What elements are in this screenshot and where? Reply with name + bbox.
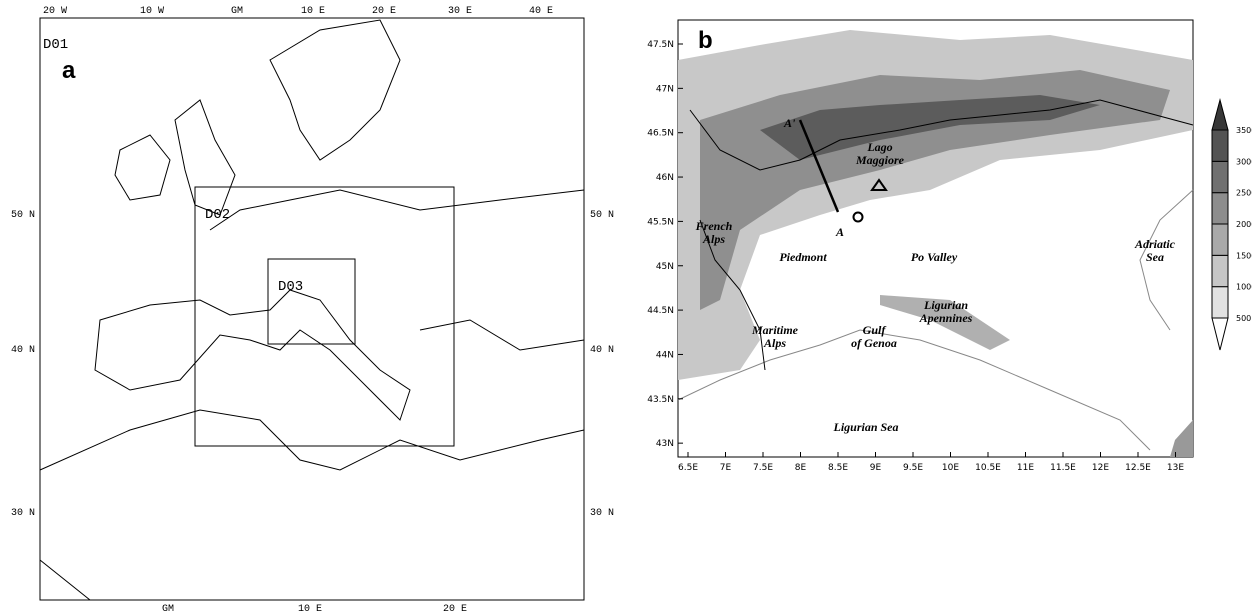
place-name: Maggiore xyxy=(855,153,905,167)
lat-label: 44N xyxy=(656,350,674,360)
lat-label: 43.5N xyxy=(647,395,674,405)
colorbar-segment xyxy=(1211,192,1229,225)
lon-label: 7E xyxy=(720,463,732,473)
colorbar-tick-label: 500 xyxy=(1236,314,1251,323)
lon-label: 9E xyxy=(870,463,882,473)
lon-label: GM xyxy=(162,604,174,615)
place-name: Adriatic xyxy=(1134,237,1176,251)
colorbar-segment xyxy=(1211,129,1229,162)
place-name: Sea xyxy=(1146,250,1164,264)
lon-label: 8.5E xyxy=(828,463,848,473)
colorbar-tick-label: 2500 xyxy=(1236,189,1252,198)
labels: 20 W 10 W GM 10 E 20 E 30 E 40 E GM 10 E 20 E 50 N… xyxy=(11,6,1184,615)
lat-label: 45N xyxy=(656,262,674,272)
domain-label: D01 xyxy=(43,37,68,53)
lon-label: 6.5E xyxy=(678,463,698,473)
lon-label: 10E xyxy=(942,463,959,473)
place-name: Alps xyxy=(763,336,786,350)
lon-label: 12E xyxy=(1092,463,1109,473)
colorbar-tick-label: 1500 xyxy=(1236,251,1252,260)
place-name: Po Valley xyxy=(911,250,958,264)
place-name: Piedmont xyxy=(779,250,827,264)
lon-label: 7.5E xyxy=(753,463,773,473)
lon-label: 8E xyxy=(795,463,807,473)
panel-a-frame xyxy=(39,17,585,601)
colorbar-segment xyxy=(1211,223,1229,256)
domain-label: D03 xyxy=(278,279,303,295)
domain-d03-box xyxy=(267,258,356,345)
colorbar-end xyxy=(1211,98,1229,131)
lat-label: 50 N xyxy=(11,210,35,221)
lon-label: 20 W xyxy=(43,6,67,17)
panel-a-coastlines xyxy=(39,19,585,601)
lon-label: 30 E xyxy=(448,6,472,17)
place-name: Gulf xyxy=(863,323,887,337)
colorbar-segment xyxy=(1211,160,1229,194)
panel-label: a xyxy=(62,57,76,84)
colorbar-tick-label: 1000 xyxy=(1236,283,1252,292)
place-name: French xyxy=(695,219,733,233)
lon-label: 20 E xyxy=(372,6,396,17)
colorbar-tick-label: 3000 xyxy=(1236,157,1252,166)
lat-label: 50 N xyxy=(590,210,614,221)
lat-label: 46N xyxy=(656,173,674,183)
lon-label: 20 E xyxy=(443,604,467,615)
place-name: Apennines xyxy=(919,311,973,325)
lat-label: 47N xyxy=(656,84,674,94)
colorbar-end xyxy=(1211,317,1229,351)
section-end: A xyxy=(835,225,844,239)
lat-label: 46.5N xyxy=(647,129,674,139)
lat-label: 40 N xyxy=(11,345,35,356)
lat-label: 30 N xyxy=(590,508,614,519)
lon-label: 40 E xyxy=(529,6,553,17)
panel-b-coastlines xyxy=(677,189,1194,451)
border xyxy=(689,99,1194,171)
section-end: A' xyxy=(783,116,796,130)
lon-label: 10.5E xyxy=(975,463,1001,473)
site-triangle xyxy=(870,178,888,191)
colorbar-tick-label: 3500 xyxy=(1236,126,1252,135)
place-name: Ligurian Sea xyxy=(832,420,898,434)
lon-label: 10 E xyxy=(301,6,325,17)
place-name: Lago xyxy=(866,140,892,154)
lat-label: 47.5N xyxy=(647,40,674,50)
lon-label: 13E xyxy=(1167,463,1184,473)
lat-label: 43N xyxy=(656,439,674,449)
colorbar-segment xyxy=(1211,286,1229,319)
place-name: Alps xyxy=(702,232,725,246)
domain-label: D02 xyxy=(205,207,230,223)
lat-label: 40 N xyxy=(590,345,614,356)
panel-b-terrain xyxy=(678,30,1193,457)
lat-label: 30 N xyxy=(11,508,35,519)
place-name: Maritime xyxy=(751,323,799,337)
lon-label: 11E xyxy=(1017,463,1034,473)
colorbar-tick-label: 2000 xyxy=(1236,220,1252,229)
colorbar: 500 1000 1500 2000 2500 3000 3500 xyxy=(1211,98,1252,351)
panel-label: b xyxy=(698,27,713,54)
lon-label: GM xyxy=(231,6,243,17)
cross-section-line xyxy=(798,119,840,213)
colorbar-segment xyxy=(1211,254,1229,288)
place-name: Ligurian xyxy=(923,298,968,312)
lat-label: 45.5N xyxy=(647,217,674,227)
lon-label: 11.5E xyxy=(1050,463,1076,473)
lon-label: 10 E xyxy=(298,604,322,615)
lon-label: 9.5E xyxy=(903,463,923,473)
site-circle xyxy=(852,211,864,223)
lon-label: 10 W xyxy=(140,6,164,17)
lon-label: 12.5E xyxy=(1125,463,1151,473)
lat-label: 44.5N xyxy=(647,306,674,316)
domain-d02-box xyxy=(194,186,455,447)
border xyxy=(699,219,766,371)
place-name: of Genoa xyxy=(851,336,897,350)
